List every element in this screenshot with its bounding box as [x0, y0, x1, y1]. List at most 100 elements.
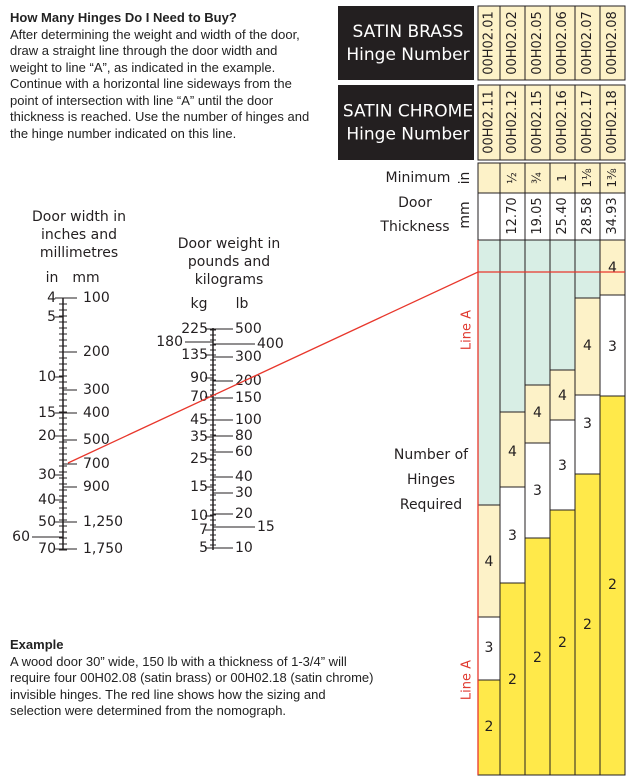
scale-label: 90 [190, 370, 208, 386]
thickness-cell [477, 192, 501, 241]
thickness-in: 1⅛ [580, 168, 594, 188]
scale-label: 7 [199, 522, 208, 538]
instructions-title: How Many Hinges Do I Need to Buy? [10, 10, 237, 25]
scale-label: 15 [190, 479, 208, 495]
thickness-in: 1⅜ [605, 168, 619, 188]
line-a-label: Line A [460, 310, 475, 350]
hinge-segment [524, 442, 551, 539]
scale-title: millimetres [40, 245, 118, 261]
hinge-count: 3 [533, 483, 542, 499]
scale-label: 500 [83, 432, 110, 448]
scale-label: 5 [47, 309, 56, 325]
hinge-count: 2 [583, 617, 592, 633]
scale-label: 135 [181, 347, 208, 363]
hinge-count: 2 [558, 635, 567, 651]
scale-label: 70 [38, 541, 56, 557]
code-cell [574, 5, 601, 81]
scale-label: 300 [235, 349, 262, 365]
hinge-count: 4 [508, 444, 517, 460]
header-text: SATIN CHROME [343, 102, 473, 122]
scale-label: 70 [190, 389, 208, 405]
thickness-mm: 12.70 [505, 197, 520, 234]
code-cell [549, 84, 576, 161]
scale-label: 60 [12, 529, 30, 545]
example-title: Example [10, 637, 64, 652]
scale-label: 225 [181, 321, 208, 337]
brass-code: 00H02.02 [505, 11, 520, 75]
thickness-cell [574, 162, 601, 194]
scale-label: 40 [235, 469, 253, 485]
instructions-body: After determining the weight and width o… [10, 26, 310, 141]
scale-label: 30 [38, 467, 56, 483]
example-body: A wood door 30” wide, 150 lb with a thic… [10, 653, 374, 719]
scale-label: 60 [235, 444, 253, 460]
hinge-count: 4 [533, 405, 542, 421]
scale-label: 15 [257, 519, 275, 535]
thickness-cell [599, 162, 626, 194]
thickness-text: Minimum [386, 170, 451, 186]
scale-label: 700 [83, 456, 110, 472]
hinge-segment [524, 384, 551, 444]
hinge-count: 2 [608, 577, 617, 593]
thickness-text: mm [457, 201, 473, 228]
scale-label: 300 [83, 382, 110, 398]
header-box [338, 6, 474, 80]
brass-code: 00H02.06 [555, 11, 570, 75]
code-cell [599, 5, 626, 81]
thickness-mm: 25.40 [555, 197, 570, 234]
thickness-mm: 19.05 [530, 197, 545, 234]
line-a-label: Line A [460, 660, 475, 700]
thickness-in: 1 [555, 174, 569, 182]
scale-title: inches and [41, 227, 117, 243]
thickness-text: Door [398, 195, 432, 211]
scale-label: 40 [38, 492, 56, 508]
scale-label: 80 [235, 428, 253, 444]
thickness-cell [549, 192, 576, 241]
hinge-segment [549, 509, 576, 776]
thickness-text: Thickness [379, 219, 449, 235]
scale-title: Door weight in [178, 236, 281, 252]
thickness-cell [477, 162, 501, 194]
code-cell [549, 5, 576, 81]
scale-label: 5 [199, 540, 208, 556]
thickness-mm: 34.93 [605, 197, 620, 234]
code-cell [524, 84, 551, 161]
hinge-count: 3 [485, 640, 494, 656]
hinge-segment [574, 297, 601, 396]
hinge-count: 3 [608, 339, 617, 355]
hinge-count: 2 [533, 650, 542, 666]
scale-label: 10 [38, 369, 56, 385]
instructions: How Many Hinges Do I Need to Buy? After … [10, 10, 310, 142]
scale-label: 900 [83, 479, 110, 495]
hinge-segment [599, 294, 626, 397]
scale-label: 180 [156, 334, 183, 350]
hinge-count: 4 [608, 260, 617, 276]
thickness-in: ½ [505, 172, 519, 184]
scale-title: kilograms [195, 272, 264, 288]
code-cell [499, 84, 526, 161]
scale-label: 100 [83, 290, 110, 306]
chrome-code: 00H02.17 [580, 90, 595, 154]
hinge-segment [599, 395, 626, 776]
hinge-count: 3 [508, 528, 517, 544]
code-cell [599, 84, 626, 161]
scale-label: 35 [190, 429, 208, 445]
hinge-count: 3 [558, 458, 567, 474]
header-text: SATIN BRASS [353, 22, 464, 42]
thickness-mm: 28.58 [580, 197, 595, 234]
thickness-cell [549, 162, 576, 194]
scale-label: 500 [235, 321, 262, 337]
scale-label: 20 [235, 506, 253, 522]
unit-label: lb [236, 296, 249, 312]
scale-label: 30 [235, 485, 253, 501]
scale-label: 10 [235, 540, 253, 556]
hinge-segment [574, 394, 601, 475]
scale-label: 4 [47, 290, 56, 306]
hinge-count: 4 [485, 554, 494, 570]
scale-label: 200 [235, 373, 262, 389]
hinges-label: Number of [394, 447, 469, 463]
scale-label: 45 [190, 412, 208, 428]
hinges-label: Required [400, 497, 462, 513]
brass-code: 00H02.05 [530, 11, 545, 75]
